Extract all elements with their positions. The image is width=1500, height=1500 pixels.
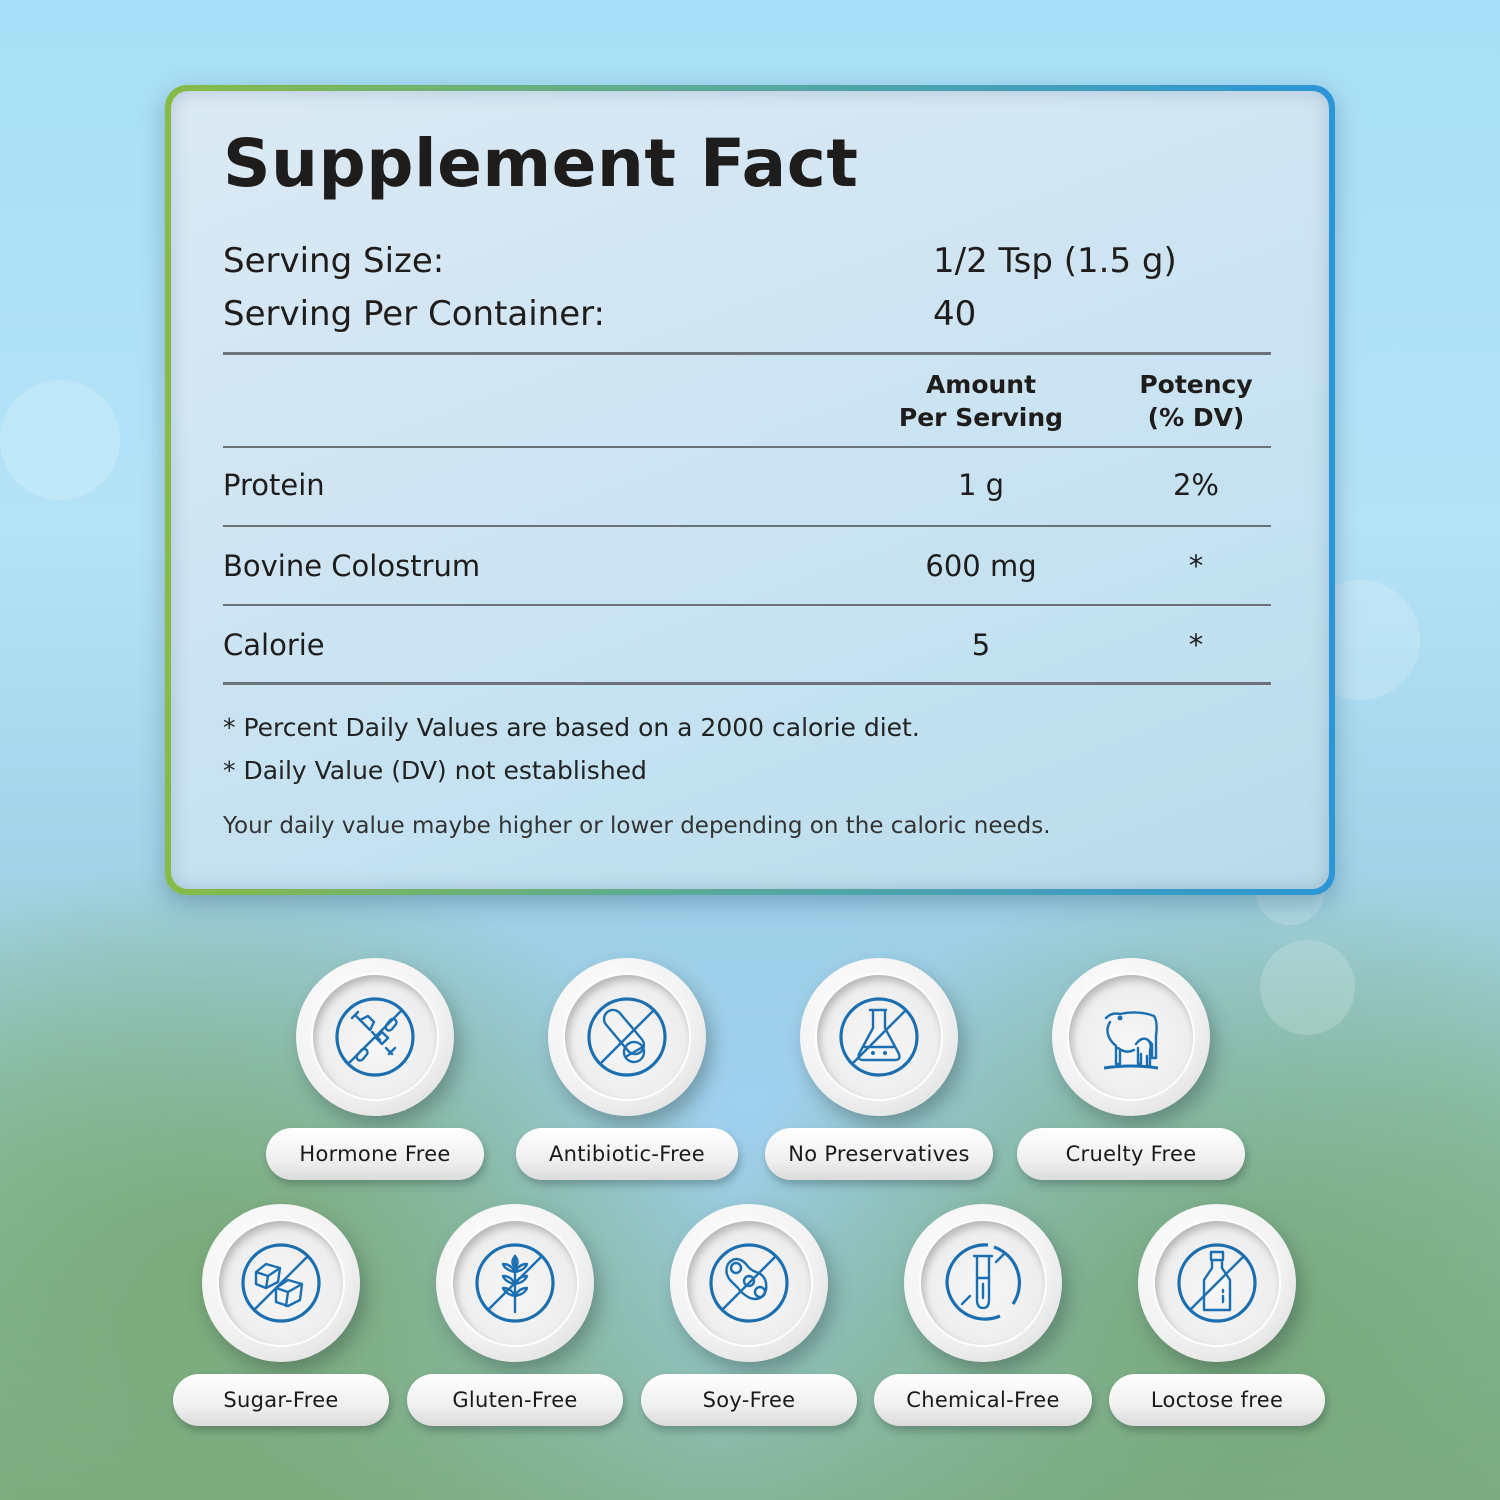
badge-label: No Preservatives <box>765 1128 993 1180</box>
nutrient-dv: 2% <box>1172 468 1219 502</box>
badge-disc <box>1138 1204 1296 1362</box>
bokeh-decoration <box>0 380 120 500</box>
badge-label: Soy-Free <box>641 1374 857 1426</box>
nutrient-name: Calorie <box>223 628 325 662</box>
badge-disc <box>670 1204 828 1362</box>
servings-per-container-value: 40 <box>933 294 977 334</box>
divider <box>223 352 1271 355</box>
footnote-percent-dv: * Percent Daily Values are based on a 20… <box>223 713 920 742</box>
badge-chemical-free: Chemical-Free <box>868 1204 1098 1434</box>
badge-cruelty-free: Cruelty Free <box>1016 958 1246 1188</box>
nutrient-amount: 600 mg <box>925 549 1037 583</box>
no-gluten-wheat-icon <box>475 1243 555 1323</box>
badge-label: Chemical-Free <box>874 1374 1092 1426</box>
badge-hormone-free: Hormone Free <box>260 958 490 1188</box>
supplement-facts-panel: Supplement Fact Serving Size: 1/2 Tsp (1… <box>165 85 1335 895</box>
badge-disc <box>1052 958 1210 1116</box>
badge-antibiotic-free: Antibiotic-Free <box>512 958 742 1188</box>
badge-disc <box>800 958 958 1116</box>
badge-label: Cruelty Free <box>1017 1128 1245 1180</box>
no-hormone-syringe-icon <box>335 997 415 1077</box>
serving-size-label: Serving Size: <box>223 241 445 281</box>
badge-label: Antibiotic-Free <box>516 1128 738 1180</box>
supplement-facts-card: Supplement Fact Serving Size: 1/2 Tsp (1… <box>171 91 1329 889</box>
amount-header-line1: Amount <box>925 370 1037 399</box>
potency-header-line2: (% DV) <box>1147 403 1245 432</box>
footnote-caloric-needs: Your daily value maybe higher or lower d… <box>223 813 1051 839</box>
potency-header-line1: Potency <box>1139 370 1253 399</box>
serving-size-value: 1/2 Tsp (1.5 g) <box>933 241 1177 281</box>
no-sugar-cubes-icon <box>241 1243 321 1323</box>
nutrient-dv: * <box>1188 628 1204 662</box>
no-lactose-milk-bottle-icon <box>1177 1243 1257 1323</box>
no-chemical-test-tube-icon <box>945 1243 1021 1321</box>
cow-and-calf-icon <box>1103 1011 1159 1070</box>
amount-column-header: Amount Per Serving <box>881 368 1081 434</box>
no-antibiotic-pill-icon <box>587 997 667 1077</box>
nutrient-name: Protein <box>223 468 325 502</box>
badge-lactose-free: Loctose free <box>1102 1204 1332 1434</box>
badge-label: Hormone Free <box>266 1128 484 1180</box>
badge-label: Gluten-Free <box>407 1374 623 1426</box>
badge-gluten-free: Gluten-Free <box>400 1204 630 1434</box>
badge-no-preservatives: No Preservatives <box>764 958 994 1188</box>
no-soy-bean-icon <box>709 1243 789 1323</box>
nutrient-amount: 1 g <box>957 468 1005 502</box>
badge-disc <box>436 1204 594 1362</box>
no-preservatives-flask-icon <box>839 997 919 1077</box>
bokeh-decoration <box>1260 940 1355 1035</box>
badge-disc <box>202 1204 360 1362</box>
divider <box>223 604 1271 606</box>
divider <box>223 525 1271 527</box>
nutrient-dv: * <box>1188 549 1204 583</box>
badge-label: Loctose free <box>1109 1374 1325 1426</box>
potency-column-header: Potency (% DV) <box>1116 368 1276 434</box>
footnote-dv-not-established: * Daily Value (DV) not established <box>223 756 647 785</box>
badge-soy-free: Soy-Free <box>634 1204 864 1434</box>
badge-sugar-free: Sugar-Free <box>166 1204 396 1434</box>
divider <box>223 446 1271 448</box>
divider <box>223 682 1271 685</box>
badge-disc <box>904 1204 1062 1362</box>
amount-header-line2: Per Serving <box>898 403 1064 432</box>
badge-disc <box>296 958 454 1116</box>
servings-per-container-label: Serving Per Container: <box>223 294 605 334</box>
nutrient-name: Bovine Colostrum <box>223 549 481 583</box>
nutrient-amount: 5 <box>971 628 991 662</box>
panel-title: Supplement Fact <box>223 125 859 202</box>
badge-label: Sugar-Free <box>173 1374 389 1426</box>
badge-disc <box>548 958 706 1116</box>
